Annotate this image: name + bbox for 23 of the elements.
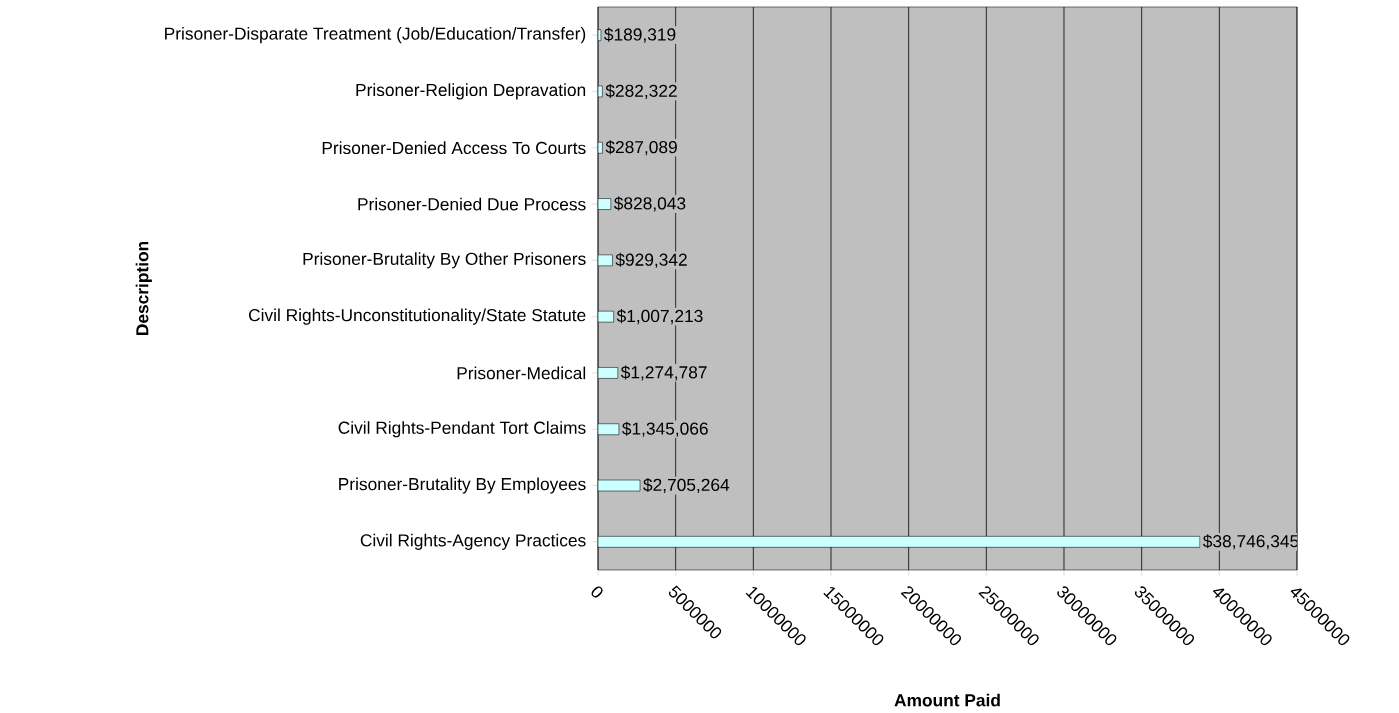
x-axis-title: Amount Paid bbox=[894, 693, 1000, 707]
y-tick-label: Civil Rights-Agency Practices bbox=[360, 533, 586, 550]
data-label: $929,342 bbox=[615, 252, 687, 268]
data-label: $189,319 bbox=[604, 27, 676, 43]
y-tick-label: Prisoner-Brutality By Employees bbox=[339, 477, 586, 494]
data-label: $2,705,264 bbox=[643, 478, 730, 494]
y-tick-label: Prisoner-Medical bbox=[457, 366, 586, 380]
x-tick-label: 0 bbox=[591, 586, 603, 598]
data-label: $38,746,345 bbox=[1202, 534, 1299, 550]
data-label: $1,274,787 bbox=[620, 365, 707, 381]
data-label: $287,089 bbox=[605, 140, 677, 156]
y-tick-label: Prisoner-Denied Due Process bbox=[358, 197, 586, 211]
y-tick-label: Prisoner-Denied Access To Courts bbox=[322, 141, 586, 155]
data-label: $1,007,213 bbox=[616, 309, 703, 325]
data-label: $828,043 bbox=[613, 196, 686, 212]
data-label: $282,322 bbox=[605, 83, 677, 99]
y-axis-title: Description bbox=[135, 241, 152, 336]
y-tick-label: Prisoner-Religion Depravation bbox=[356, 83, 586, 100]
y-tick-label: Civil Rights-Pendant Tort Claims bbox=[338, 421, 586, 438]
y-tick-label: Civil Rights-Unconstitutionality/State Statute bbox=[249, 308, 586, 325]
y-tick-label: Prisoner-Brutality By Other Prisoners bbox=[303, 252, 586, 269]
y-tick-label: Prisoner-Disparate Treatment (Job/Education/Transfer) bbox=[165, 27, 586, 44]
data-label: $1,345,066 bbox=[622, 421, 708, 437]
